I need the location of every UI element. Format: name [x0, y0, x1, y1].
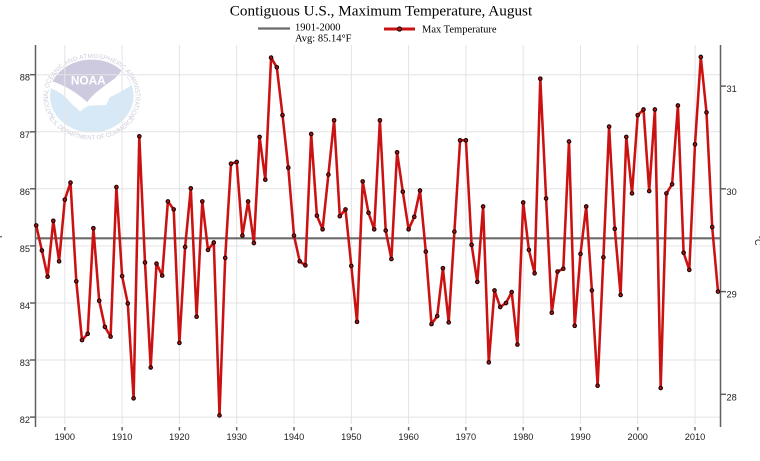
svg-text:1910: 1910: [112, 432, 132, 442]
svg-text:87: 87: [20, 130, 30, 140]
svg-text:86: 86: [20, 187, 30, 197]
svg-text:2010: 2010: [685, 432, 705, 442]
svg-text:1901-2000: 1901-2000: [295, 23, 341, 34]
svg-text:31: 31: [727, 84, 737, 94]
svg-text:29: 29: [727, 290, 737, 300]
svg-text:84: 84: [20, 301, 30, 311]
svg-text:NOAA: NOAA: [71, 74, 106, 88]
svg-text:85: 85: [20, 244, 30, 254]
svg-text:1950: 1950: [341, 432, 361, 442]
svg-text:28: 28: [727, 392, 737, 402]
svg-text:30: 30: [727, 187, 737, 197]
svg-text:1920: 1920: [169, 432, 189, 442]
svg-text:1930: 1930: [226, 432, 246, 442]
svg-text:1990: 1990: [570, 432, 590, 442]
svg-text:2000: 2000: [627, 432, 647, 442]
svg-text:°C: °C: [753, 235, 760, 246]
svg-text:82: 82: [20, 415, 30, 425]
svg-text:Avg: 85.14°F: Avg: 85.14°F: [295, 34, 352, 45]
svg-text:1970: 1970: [456, 432, 476, 442]
svg-text:Max Temperature: Max Temperature: [422, 25, 497, 36]
svg-text:Contiguous U.S., Maximum Tempe: Contiguous U.S., Maximum Temperature, Au…: [230, 3, 533, 20]
svg-text:1900: 1900: [55, 432, 75, 442]
svg-text:1940: 1940: [284, 432, 304, 442]
svg-text:83: 83: [20, 358, 30, 368]
svg-text:1980: 1980: [513, 432, 533, 442]
svg-text:°F: °F: [0, 232, 4, 242]
svg-text:88: 88: [20, 73, 30, 83]
svg-text:1960: 1960: [398, 432, 418, 442]
